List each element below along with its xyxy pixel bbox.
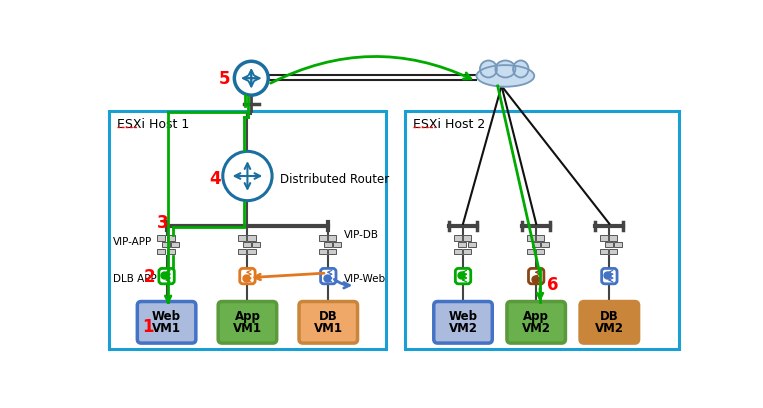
FancyBboxPatch shape <box>532 242 539 247</box>
FancyBboxPatch shape <box>171 242 179 247</box>
FancyBboxPatch shape <box>541 242 549 247</box>
FancyBboxPatch shape <box>320 268 336 284</box>
Text: VIP-APP: VIP-APP <box>113 237 152 247</box>
FancyBboxPatch shape <box>459 242 466 247</box>
FancyBboxPatch shape <box>600 235 608 241</box>
Text: 2: 2 <box>143 268 155 286</box>
FancyBboxPatch shape <box>463 235 471 241</box>
FancyBboxPatch shape <box>602 268 617 284</box>
Text: VIP-Web: VIP-Web <box>343 274 386 284</box>
FancyBboxPatch shape <box>456 268 471 284</box>
FancyBboxPatch shape <box>605 242 613 247</box>
Ellipse shape <box>513 60 529 78</box>
Text: 3: 3 <box>157 214 169 233</box>
Circle shape <box>223 151 272 201</box>
Text: VM2: VM2 <box>522 322 551 335</box>
Text: DLB APP: DLB APP <box>113 274 156 284</box>
Text: 6: 6 <box>547 276 559 294</box>
FancyBboxPatch shape <box>333 242 341 247</box>
FancyBboxPatch shape <box>252 242 260 247</box>
Text: Web: Web <box>152 310 181 324</box>
FancyBboxPatch shape <box>507 302 565 343</box>
FancyBboxPatch shape <box>527 248 535 254</box>
FancyBboxPatch shape <box>247 235 256 241</box>
Text: Distributed Router: Distributed Router <box>280 173 389 186</box>
Text: 1: 1 <box>142 317 153 335</box>
Ellipse shape <box>495 60 515 78</box>
Text: App: App <box>234 310 260 324</box>
FancyBboxPatch shape <box>157 248 166 254</box>
FancyBboxPatch shape <box>162 242 170 247</box>
FancyBboxPatch shape <box>600 248 608 254</box>
FancyBboxPatch shape <box>299 302 358 343</box>
Text: VM2: VM2 <box>595 322 624 335</box>
FancyBboxPatch shape <box>434 302 492 343</box>
Text: 4: 4 <box>209 170 221 188</box>
FancyBboxPatch shape <box>468 242 476 247</box>
FancyBboxPatch shape <box>536 248 544 254</box>
Text: 5: 5 <box>219 70 230 89</box>
FancyBboxPatch shape <box>238 248 246 254</box>
FancyArrowPatch shape <box>271 56 471 83</box>
FancyBboxPatch shape <box>328 248 336 254</box>
FancyBboxPatch shape <box>243 242 251 247</box>
Text: DB: DB <box>600 310 619 324</box>
Text: VM2: VM2 <box>449 322 478 335</box>
Text: ESXi Host 1: ESXi Host 1 <box>117 118 188 131</box>
FancyBboxPatch shape <box>580 302 639 343</box>
FancyBboxPatch shape <box>463 248 471 254</box>
Text: VIP-DB: VIP-DB <box>343 230 378 239</box>
FancyBboxPatch shape <box>529 268 544 284</box>
FancyBboxPatch shape <box>240 268 255 284</box>
FancyBboxPatch shape <box>610 248 617 254</box>
Ellipse shape <box>480 60 497 78</box>
FancyBboxPatch shape <box>319 248 327 254</box>
Text: App: App <box>523 310 549 324</box>
FancyBboxPatch shape <box>614 242 622 247</box>
FancyBboxPatch shape <box>166 248 175 254</box>
FancyBboxPatch shape <box>454 248 462 254</box>
FancyBboxPatch shape <box>536 235 544 241</box>
FancyBboxPatch shape <box>328 235 336 241</box>
FancyBboxPatch shape <box>324 242 332 247</box>
Text: Web: Web <box>449 310 478 324</box>
FancyBboxPatch shape <box>610 235 617 241</box>
FancyBboxPatch shape <box>157 235 166 241</box>
Text: VM1: VM1 <box>233 322 262 335</box>
Text: DB: DB <box>319 310 338 324</box>
FancyBboxPatch shape <box>159 268 174 284</box>
Text: VM1: VM1 <box>314 322 343 335</box>
Text: VM1: VM1 <box>152 322 181 335</box>
Text: ESXi Host 2: ESXi Host 2 <box>413 118 485 131</box>
Ellipse shape <box>477 65 534 86</box>
FancyBboxPatch shape <box>166 235 175 241</box>
FancyBboxPatch shape <box>238 235 246 241</box>
FancyBboxPatch shape <box>218 302 277 343</box>
Circle shape <box>234 61 269 95</box>
FancyBboxPatch shape <box>454 235 462 241</box>
FancyBboxPatch shape <box>527 235 535 241</box>
FancyBboxPatch shape <box>319 235 327 241</box>
FancyBboxPatch shape <box>137 302 196 343</box>
FancyBboxPatch shape <box>247 248 256 254</box>
